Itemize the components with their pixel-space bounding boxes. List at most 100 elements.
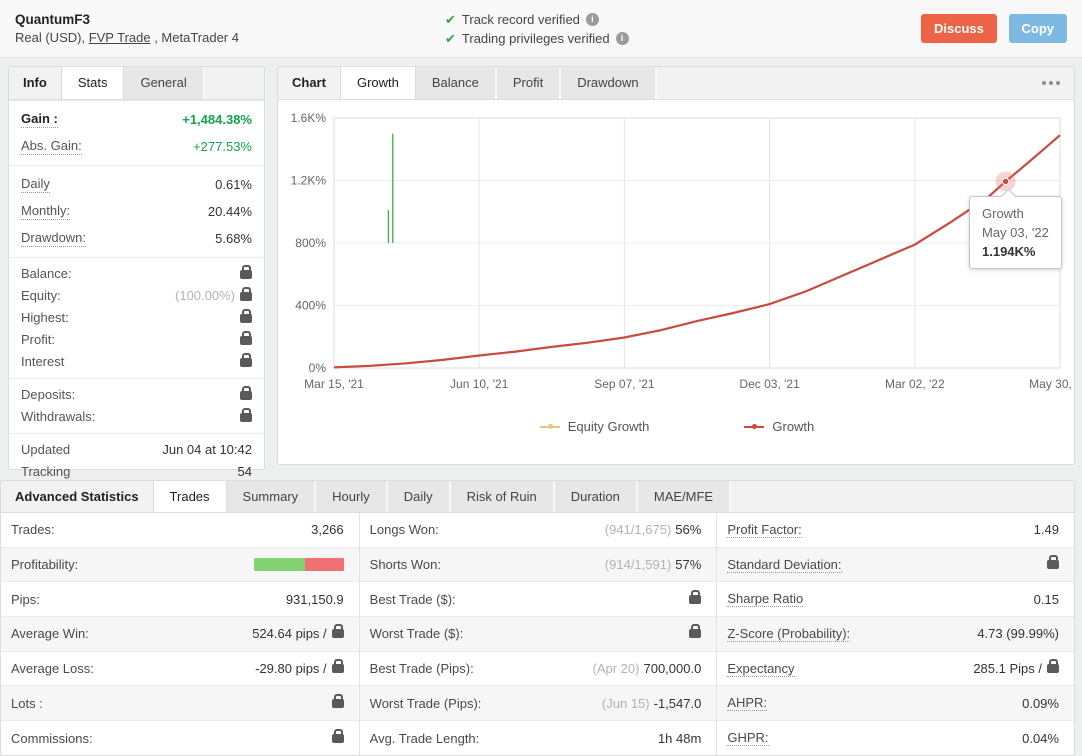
row-worst-trade-usd: Worst Trade ($): bbox=[360, 617, 717, 652]
expectancy-value: 285.1 Pips / bbox=[973, 661, 1042, 676]
row-z-score: Z-Score (Probability): 4.73 (99.99%) bbox=[717, 617, 1074, 652]
tab-daily[interactable]: Daily bbox=[388, 481, 451, 512]
tooltip-value: 1.194K% bbox=[982, 242, 1049, 261]
ahpr-value: 0.09% bbox=[1022, 696, 1059, 711]
lock-icon bbox=[240, 413, 252, 422]
lock-icon bbox=[689, 629, 701, 638]
check-icon: ✔ bbox=[445, 10, 456, 29]
lock-icon bbox=[1047, 560, 1059, 569]
stats-panel-title: Advanced Statistics bbox=[1, 481, 153, 512]
lock-icon bbox=[332, 664, 344, 673]
lock-icon bbox=[240, 314, 252, 323]
lock-icon bbox=[1047, 664, 1059, 673]
row-daily: Daily 0.61% bbox=[21, 171, 252, 198]
account-name: QuantumF3 bbox=[15, 11, 445, 29]
lock-icon bbox=[332, 699, 344, 708]
svg-text:Mar 02, '22: Mar 02, '22 bbox=[885, 377, 945, 391]
average-win-value: 524.64 pips / bbox=[252, 626, 326, 641]
header-actions: Discuss Copy bbox=[921, 14, 1067, 43]
tab-balance[interactable]: Balance bbox=[416, 67, 497, 99]
row-deposits: Deposits: bbox=[21, 384, 252, 406]
account-subtitle: Real (USD), FVP Trade , MetaTrader 4 bbox=[15, 29, 445, 47]
account-type: Real (USD), bbox=[15, 30, 89, 45]
tab-risk-of-ruin[interactable]: Risk of Ruin bbox=[451, 481, 555, 512]
monthly-value: 20.44% bbox=[208, 204, 252, 220]
row-profit-factor: Profit Factor: 1.49 bbox=[717, 513, 1074, 548]
row-pips: Pips: 931,150.9 bbox=[1, 582, 359, 617]
stats-column-3: Profit Factor: 1.49 Standard Deviation: … bbox=[716, 513, 1074, 756]
lock-icon bbox=[240, 270, 252, 279]
row-avg-trade-length: Avg. Trade Length: 1h 48m bbox=[360, 721, 717, 756]
broker-link[interactable]: FVP Trade bbox=[89, 30, 151, 45]
tab-general[interactable]: General bbox=[124, 67, 204, 99]
row-average-loss: Average Loss: -29.80 pips / bbox=[1, 652, 359, 687]
worst-trade-pips-value: -1,547.0 bbox=[654, 696, 702, 711]
row-ghpr: GHPR: 0.04% bbox=[717, 721, 1074, 756]
chart-menu-icon[interactable] bbox=[1042, 67, 1074, 99]
tab-growth[interactable]: Growth bbox=[340, 67, 416, 99]
ghpr-value: 0.04% bbox=[1022, 731, 1059, 746]
stats-column-2: Longs Won: (941/1,675)56% Shorts Won: (9… bbox=[359, 513, 717, 756]
account-header: QuantumF3 Real (USD), FVP Trade , MetaTr… bbox=[0, 0, 1082, 58]
lock-icon bbox=[240, 336, 252, 345]
platform-label: , MetaTrader 4 bbox=[151, 30, 239, 45]
row-equity: Equity: (100.00%) bbox=[21, 285, 252, 307]
tab-trades[interactable]: Trades bbox=[153, 481, 227, 512]
best-trade-pips-value: 700,000.0 bbox=[643, 661, 701, 676]
svg-text:1.6K%: 1.6K% bbox=[291, 111, 327, 125]
tab-duration[interactable]: Duration bbox=[555, 481, 638, 512]
discuss-button[interactable]: Discuss bbox=[921, 14, 997, 43]
tab-profit[interactable]: Profit bbox=[497, 67, 561, 99]
row-profitability: Profitability: bbox=[1, 548, 359, 583]
row-profit: Profit: bbox=[21, 329, 252, 351]
info-icon[interactable] bbox=[586, 13, 599, 26]
tooltip-date: May 03, '22 bbox=[982, 223, 1049, 242]
profitability-lost-segment bbox=[305, 558, 344, 571]
legend-growth[interactable]: Growth bbox=[744, 419, 814, 434]
svg-text:Jun 10, '21: Jun 10, '21 bbox=[450, 377, 509, 391]
row-standard-deviation: Standard Deviation: bbox=[717, 548, 1074, 583]
svg-text:0%: 0% bbox=[309, 361, 327, 375]
legend-line-icon bbox=[744, 426, 764, 428]
row-best-trade-usd: Best Trade ($): bbox=[360, 582, 717, 617]
trades-value: 3,266 bbox=[311, 522, 344, 537]
row-best-trade-pips: Best Trade (Pips): (Apr 20)700,000.0 bbox=[360, 652, 717, 687]
row-commissions: Commissions: bbox=[1, 721, 359, 756]
row-tracking: Tracking 54 bbox=[21, 461, 252, 483]
longs-won-value: 56% bbox=[675, 522, 701, 537]
row-interest: Interest bbox=[21, 351, 252, 373]
tab-summary[interactable]: Summary bbox=[227, 481, 317, 512]
updated-value: Jun 04 at 10:42 bbox=[162, 442, 252, 458]
avg-trade-length-value: 1h 48m bbox=[658, 731, 701, 746]
sharpe-ratio-value: 0.15 bbox=[1034, 592, 1059, 607]
info-icon[interactable] bbox=[616, 32, 629, 45]
growth-chart: 1.6K%1.2K%800%400%0%Mar 15, '21Jun 10, '… bbox=[278, 100, 1074, 434]
row-updated: Updated Jun 04 at 10:42 bbox=[21, 439, 252, 461]
tab-mae-mfe[interactable]: MAE/MFE bbox=[638, 481, 731, 512]
tab-stats[interactable]: Stats bbox=[61, 67, 125, 99]
info-panel: Info Stats General Gain : +1,484.38% Abs… bbox=[8, 66, 265, 470]
equity-value: (100.00%) bbox=[175, 288, 235, 304]
tab-hourly[interactable]: Hourly bbox=[316, 481, 388, 512]
row-balance: Balance: bbox=[21, 263, 252, 285]
profit-factor-value: 1.49 bbox=[1034, 522, 1059, 537]
lock-icon bbox=[689, 595, 701, 604]
copy-button[interactable]: Copy bbox=[1009, 14, 1068, 43]
average-loss-value: -29.80 pips / bbox=[255, 661, 327, 676]
trading-privileges-verified-label: Trading privileges verified bbox=[462, 29, 610, 48]
lock-icon bbox=[240, 358, 252, 367]
tab-drawdown[interactable]: Drawdown bbox=[561, 67, 656, 99]
svg-text:May 30, '22: May 30, '22 bbox=[1029, 377, 1072, 391]
chart-panel-title: Chart bbox=[278, 67, 340, 99]
profitability-won-segment bbox=[254, 558, 305, 571]
row-trades: Trades: 3,266 bbox=[1, 513, 359, 548]
tooltip-series: Growth bbox=[982, 204, 1049, 223]
row-abs-gain: Abs. Gain: +277.53% bbox=[21, 133, 252, 160]
lock-icon bbox=[240, 292, 252, 301]
row-worst-trade-pips: Worst Trade (Pips): (Jun 15)-1,547.0 bbox=[360, 686, 717, 721]
drawdown-value: 5.68% bbox=[215, 231, 252, 247]
row-average-win: Average Win: 524.64 pips / bbox=[1, 617, 359, 652]
row-lots: Lots : bbox=[1, 686, 359, 721]
pips-value: 931,150.9 bbox=[286, 592, 344, 607]
legend-equity-growth[interactable]: Equity Growth bbox=[540, 419, 650, 434]
